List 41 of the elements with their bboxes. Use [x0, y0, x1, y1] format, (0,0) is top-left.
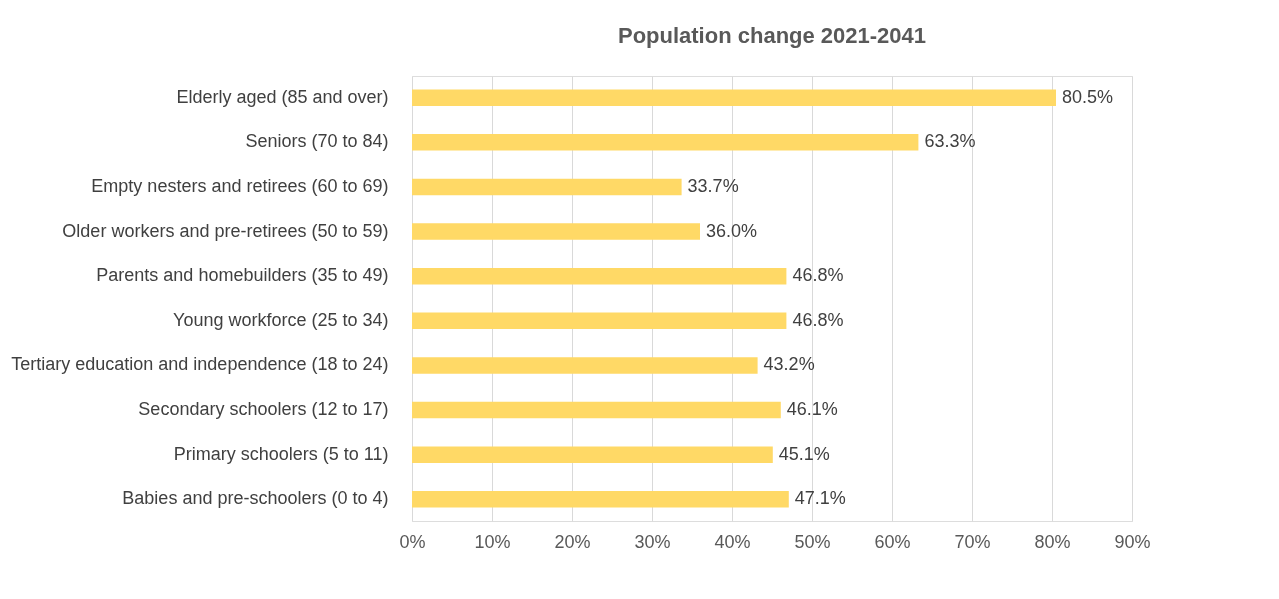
x-tick-label: 90% — [1114, 531, 1151, 552]
data-label: 33.7% — [687, 175, 739, 196]
bar — [412, 89, 1056, 106]
bar — [412, 357, 758, 374]
x-tick-label: 80% — [1034, 531, 1071, 552]
data-label: 46.8% — [792, 265, 844, 286]
bar — [412, 312, 787, 330]
chart-title: Population change 2021-2041 — [617, 23, 927, 48]
data-label: 43.2% — [763, 354, 815, 375]
data-label: 46.1% — [786, 399, 838, 420]
y-tick-label: Elderly aged (85 and over) — [176, 86, 389, 107]
y-tick-label: Empty nesters and retirees (60 to 69) — [91, 175, 389, 196]
x-tick-label: 30% — [634, 531, 671, 552]
y-tick-label: Parents and homebuilders (35 to 49) — [96, 265, 389, 286]
data-label: 80.5% — [1062, 86, 1114, 107]
y-tick-label: Tertiary education and independence (18 to 24) — [11, 354, 389, 375]
bar — [412, 267, 787, 285]
data-label: 47.1% — [794, 488, 846, 509]
bar — [412, 178, 682, 196]
x-tick-label: 50% — [794, 531, 831, 552]
y-tick-label: Babies and pre-schoolers (0 to 4) — [122, 488, 389, 509]
data-label: 46.8% — [792, 309, 844, 330]
x-tick-label: 20% — [554, 531, 591, 552]
bar — [412, 446, 773, 463]
y-tick-label: Primary schoolers (5 to 11) — [173, 443, 389, 464]
x-tick-label: 60% — [874, 531, 911, 552]
x-tick-label: 40% — [714, 531, 751, 552]
x-tick-label: 10% — [474, 531, 511, 552]
y-tick-label: Young workforce (25 to 34) — [173, 309, 389, 330]
y-tick-label: Older workers and pre-retirees (50 to 59) — [62, 220, 389, 241]
x-tick-label: 0% — [399, 531, 426, 552]
bar — [412, 401, 781, 419]
y-tick-label: Seniors (70 to 84) — [245, 131, 389, 152]
data-label: 45.1% — [778, 443, 830, 464]
bar — [412, 491, 789, 508]
data-label: 63.3% — [924, 131, 976, 152]
data-label: 36.0% — [706, 220, 758, 241]
y-tick-label: Secondary schoolers (12 to 17) — [138, 399, 389, 420]
bar — [412, 134, 919, 151]
x-tick-label: 70% — [954, 531, 991, 552]
bar — [412, 223, 700, 240]
